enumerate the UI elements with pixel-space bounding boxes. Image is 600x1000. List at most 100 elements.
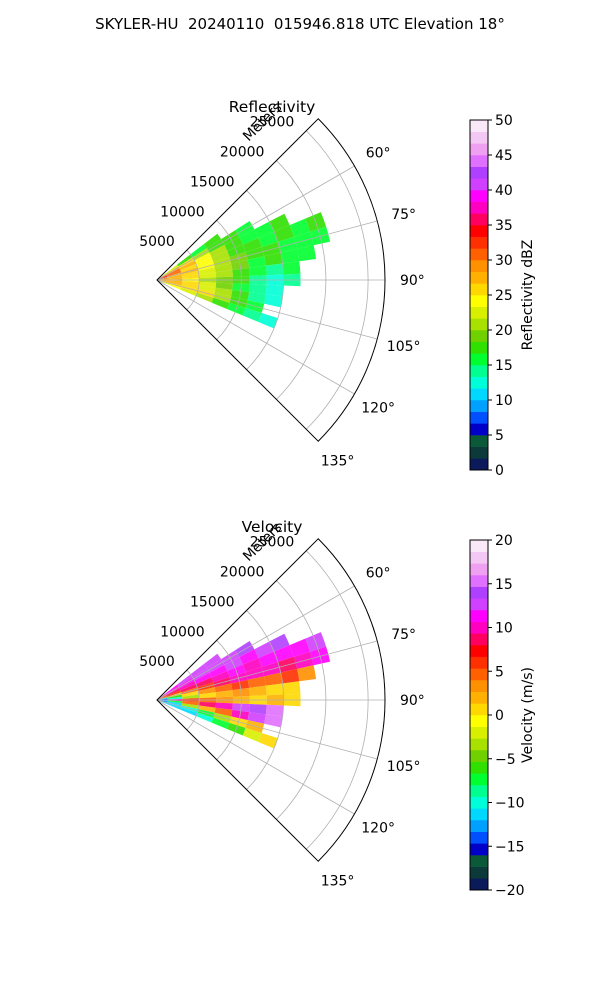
radar-cell (167, 274, 183, 279)
colorbar-swatch (470, 540, 488, 552)
radar-cell (258, 313, 278, 329)
panel-title: Velocity (242, 518, 303, 536)
radar-cell (182, 694, 200, 699)
radar-cell (198, 285, 216, 293)
radar-cell (265, 263, 284, 276)
radar-cell (247, 256, 266, 268)
colorbar: −20 −15 −10 −5 0 5 10 15 20 Velocity (m/s) (469, 533, 536, 899)
azimuth-line (156, 165, 355, 281)
radar-cell (211, 297, 230, 310)
colorbar-swatch (470, 691, 488, 704)
radar-cell (239, 229, 259, 245)
radar-cell (264, 672, 283, 686)
colorbar-tick-label: 0 (495, 463, 504, 479)
radar-cell (254, 221, 275, 238)
radar-cell (289, 638, 311, 657)
azimuth-line (156, 220, 378, 281)
colorbar-swatch (470, 866, 488, 879)
azimuth-line (156, 699, 355, 815)
radar-cell (211, 250, 230, 263)
radar-cell (167, 276, 183, 280)
radar-cell (166, 270, 182, 277)
colorbar-swatch (470, 551, 488, 564)
figure-suptitle: SKYLER-HU 20240110 015946.818 UTC Elevat… (95, 15, 505, 33)
colorbar-tick-label: 40 (495, 183, 513, 199)
radar-cell (166, 690, 182, 697)
colorbar-tick-label: −15 (495, 839, 525, 855)
radar-cell (214, 683, 233, 693)
colorbar-swatch (470, 120, 488, 132)
radar-cell (167, 701, 183, 706)
radar-cell (198, 692, 217, 699)
colorbar-swatch (470, 178, 488, 191)
azimuth-line (156, 585, 355, 701)
colorbar-swatch (470, 260, 488, 272)
radar-cell (282, 261, 301, 275)
colorbar-tick-label: 30 (495, 253, 513, 269)
colorbar-swatch (470, 143, 488, 156)
radar-cell (249, 284, 267, 295)
radar-cell (264, 294, 283, 308)
colorbar-swatch (470, 621, 488, 634)
radar-cell (190, 244, 207, 258)
angle-tick-label: 135° (321, 874, 355, 890)
radial-tick-label: 5000 (139, 654, 175, 670)
radar-cell (265, 683, 284, 696)
radar-cell (165, 264, 179, 275)
radar-cell (203, 233, 222, 249)
radar-cell (166, 268, 181, 276)
radar-cell (180, 287, 198, 297)
radar-cell (215, 690, 233, 698)
radar-cell (181, 703, 199, 710)
colorbar-tick-label: 35 (495, 218, 513, 234)
angle-tick-label: 60° (366, 145, 391, 161)
reflectivity-panel: 500010000150002000025000Meters60°75°90°1… (139, 98, 536, 479)
azimuth-line (156, 640, 378, 701)
colorbar-swatch (470, 656, 488, 669)
radar-cell (182, 274, 200, 279)
colorbar-swatch (470, 458, 488, 471)
colorbar-swatch (470, 855, 488, 867)
colorbar-swatch (470, 400, 488, 412)
radar-cell (166, 703, 182, 710)
colorbar-swatch (470, 248, 488, 261)
radar-cell (182, 281, 200, 286)
radar-cell (167, 700, 183, 704)
sector-frame (156, 538, 386, 862)
velocity-panel: 500010000150002000025000Meters60°75°90°1… (139, 518, 536, 899)
radial-tick-label: 15000 (190, 594, 235, 610)
colorbar-swatch (470, 668, 488, 681)
colorbar-swatch (470, 376, 488, 389)
radar-cell (214, 707, 233, 717)
colorbar-tick-label: −5 (495, 752, 516, 768)
radar-cell (258, 231, 278, 247)
colorbar-tick-label: 15 (495, 358, 513, 374)
colorbar-swatch (470, 190, 488, 202)
radar-cell (177, 254, 193, 267)
radar-cell (247, 676, 266, 688)
radar-cell (258, 733, 278, 749)
radar-cell (181, 690, 199, 697)
radar-cell (198, 267, 216, 275)
colorbar-swatch (470, 843, 488, 856)
radial-tick-label: 20000 (220, 565, 265, 581)
colorbar-swatch (470, 201, 488, 214)
colorbar-swatch (470, 318, 488, 331)
radar-cell (215, 282, 233, 290)
colorbar-swatch (470, 236, 488, 249)
angle-tick-label: 105° (387, 339, 421, 355)
colorbar-swatch (470, 213, 488, 226)
radar-cell (190, 664, 207, 678)
radar-cell (269, 213, 290, 232)
colorbar-swatch (470, 575, 488, 587)
radar-cell (297, 245, 317, 262)
colorbar-swatch (470, 633, 488, 646)
radar-cell (265, 284, 284, 297)
radar-cell (242, 657, 262, 673)
colorbar-swatch (470, 715, 488, 727)
angle-tick-label: 90° (400, 693, 425, 709)
radar-cell (166, 688, 181, 696)
radar-cell (209, 664, 228, 678)
colorbar-swatch (470, 703, 488, 716)
